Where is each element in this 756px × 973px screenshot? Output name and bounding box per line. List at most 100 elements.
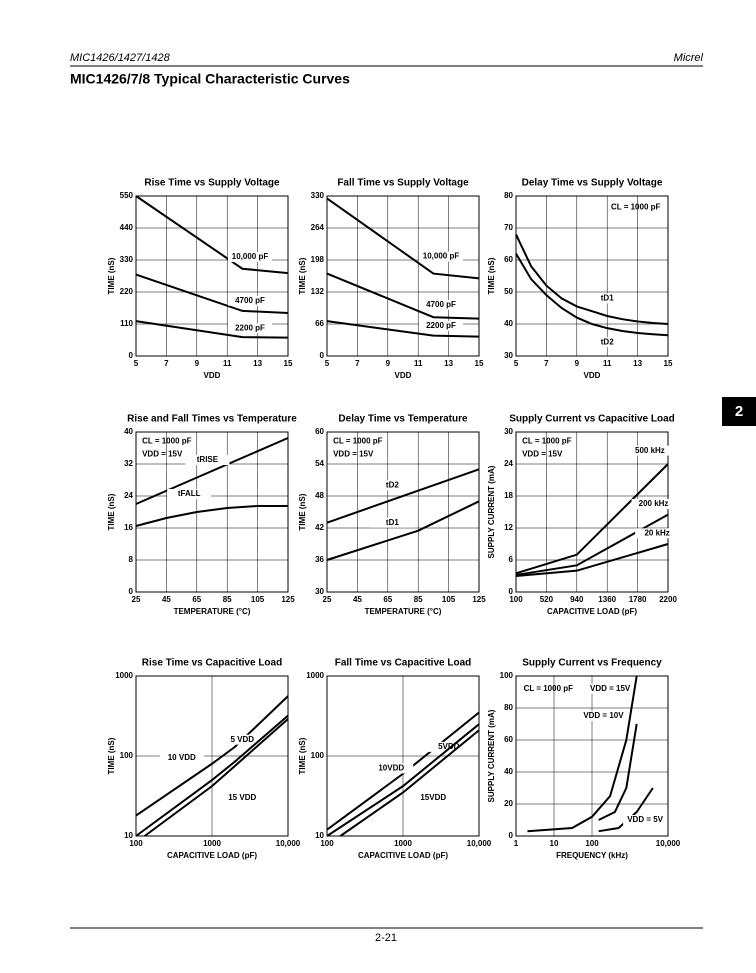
x-tick-label: 9 [386,359,391,368]
label-background [228,295,272,306]
label-background [627,445,672,456]
y-axis-label: TIME (nS) [107,257,116,294]
y-tick-label: 220 [120,287,134,296]
curve [326,320,480,338]
curve-label: tRISE [197,455,219,464]
annotation: VDD = 15V [522,450,563,459]
x-tick-label: 85 [414,595,423,604]
y-tick-label: 0 [509,587,514,596]
y-tick-label: 0 [320,351,325,360]
y-tick-label: 60 [504,255,513,264]
x-tick-label: 100 [509,595,523,604]
y-axis-label: SUPPLY CURRENT (mA) [487,465,496,558]
x-axis-label: CAPACITIVE LOAD (pF) [167,851,257,860]
annotation: CL = 1000 pF [611,202,661,211]
x-tick-label: 10,000 [656,839,681,848]
y-axis-label: TIME (nS) [298,737,307,774]
x-tick-label: 11 [414,359,423,368]
x-tick-label: 7 [544,359,549,368]
label-background [411,792,456,803]
chart-title: Fall Time vs Supply Voltage [337,178,469,189]
curve-label: 5VDD [438,742,460,751]
curve-label: 4700 pF [235,296,265,305]
curve [326,272,480,320]
x-axis-label: TEMPERATURE (°C) [174,607,251,616]
x-tick-label: 1000 [394,839,412,848]
chart-title: Rise Time vs Capacitive Load [142,658,282,669]
x-tick-label: 85 [223,595,232,604]
y-tick-label: 54 [315,459,324,468]
x-tick-label: 105 [251,595,265,604]
x-axis-label: TEMPERATURE (°C) [365,607,442,616]
curve-label: tD2 [386,480,399,489]
x-tick-label: 100 [320,839,334,848]
y-tick-label: 0 [129,351,134,360]
x-tick-label: 100 [129,839,143,848]
x-tick-label: 1360 [598,595,616,604]
y-axis-label: TIME (nS) [487,257,496,294]
y-axis-label: TIME (nS) [107,737,116,774]
y-tick-label: 1000 [115,671,133,680]
y-tick-label: 40 [504,767,513,776]
curve-label: 10VDD [378,764,404,773]
x-tick-label: 1780 [629,595,647,604]
curve [326,197,480,280]
y-tick-label: 20 [504,799,513,808]
y-axis-label: TIME (nS) [298,493,307,530]
label-background [220,734,265,745]
y-tick-label: 60 [315,427,324,436]
curve [135,195,289,275]
y-tick-label: 70 [504,223,513,232]
x-tick-label: 100 [585,839,599,848]
y-tick-label: 30 [504,351,513,360]
y-axis-label: TIME (nS) [107,493,116,530]
x-tick-label: 13 [444,359,453,368]
curve-label: 15 VDD [228,793,256,802]
curve-label: VDD = 15V [590,684,631,693]
curve [598,723,638,821]
curve-label: 4700 pF [426,300,456,309]
x-tick-label: 1 [514,839,519,848]
x-axis-label: VDD [204,371,221,380]
chart-title: Rise and Fall Times vs Temperature [127,414,297,425]
x-tick-label: 10 [550,839,559,848]
y-tick-label: 330 [120,255,134,264]
label-background [419,251,463,262]
x-tick-label: 15 [664,359,673,368]
label-background [159,752,204,763]
y-tick-label: 440 [120,223,134,232]
curve [326,723,480,837]
chart-title: Supply Current vs Frequency [522,658,662,669]
x-tick-label: 11 [223,359,232,368]
y-tick-label: 550 [120,191,134,200]
curve-label: 10,000 pF [423,252,460,261]
chart-title: Delay Time vs Temperature [338,414,468,425]
curve [135,714,289,837]
y-tick-label: 36 [315,555,324,564]
curve-label: tFALL [178,489,201,498]
section-tab-label: 2 [735,403,743,420]
label-background [370,517,415,528]
label-background [623,815,668,825]
y-tick-label: 0 [509,831,514,840]
curve-label: 15VDD [420,793,446,802]
curve-label: 2200 pF [426,321,456,330]
curve [135,695,289,817]
y-tick-label: 100 [120,751,134,760]
x-axis-label: CAPACITIVE LOAD (pF) [547,607,637,616]
curve [326,468,480,524]
x-axis-label: CAPACITIVE LOAD (pF) [358,851,448,860]
curve-label: 5 VDD [230,735,254,744]
curve [326,500,480,561]
y-tick-label: 18 [504,491,513,500]
curve-label: 10 VDD [168,753,196,762]
y-tick-label: 66 [315,319,324,328]
x-tick-label: 15 [475,359,484,368]
x-tick-label: 7 [355,359,360,368]
y-tick-label: 30 [315,587,324,596]
y-tick-label: 80 [504,191,513,200]
y-tick-label: 30 [504,427,513,436]
curve-label: 2200 pF [235,323,265,332]
y-tick-label: 42 [315,523,324,532]
y-tick-label: 40 [504,319,513,328]
